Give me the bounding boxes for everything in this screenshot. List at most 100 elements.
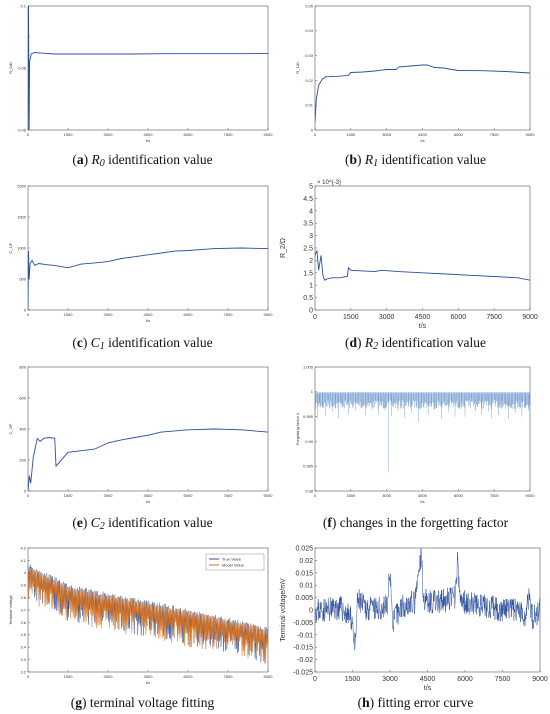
x-tick-label: 0 xyxy=(314,493,317,498)
caption-h: (h) fitting error curve xyxy=(357,695,474,710)
x-axis-label: t/s xyxy=(419,323,427,330)
y-axis-label: R_1/Ω xyxy=(295,62,300,73)
x-tick-label: 7500 xyxy=(224,132,234,137)
y-tick-label: 0.01 xyxy=(305,103,314,108)
x-axis-label: t/s xyxy=(420,499,424,504)
y-tick-label: 1500 xyxy=(17,214,27,219)
y-tick-label: 0.08 xyxy=(18,65,27,70)
x-tick-label: 7500 xyxy=(490,493,500,498)
legend-box xyxy=(205,553,265,571)
x-axis-label: t/s xyxy=(424,685,432,692)
y-tick-label: 1.5 xyxy=(303,270,313,277)
y-tick-label: 3.2 xyxy=(20,669,26,674)
y-axis-label: R_2/Ω xyxy=(280,238,287,258)
x-tick-label: 3000 xyxy=(104,493,114,498)
caption-g: (g) terminal voltage fitting xyxy=(70,695,215,710)
x-tick-label: 0 xyxy=(27,312,30,317)
x-tick-label: 0 xyxy=(27,674,30,679)
y-tick-label: 0.1 xyxy=(20,3,26,8)
x-tick-label: 4500 xyxy=(144,312,154,317)
x-tick-label: 3000 xyxy=(382,132,392,137)
y-tick-label: 0 xyxy=(309,607,313,614)
y-axis-label: R_0/Ω xyxy=(8,62,13,73)
y-tick-label: 0.995 xyxy=(303,414,314,419)
x-tick-label: 9000 xyxy=(264,493,274,498)
y-tick-label: 3.3 xyxy=(20,657,26,662)
y-tick-label: 3.9 xyxy=(20,583,26,588)
y-tick-label: 0.02 xyxy=(299,558,313,565)
x-tick-label: 4500 xyxy=(415,314,431,321)
x-tick-label: 7500 xyxy=(224,493,234,498)
x-tick-label: 9000 xyxy=(526,132,536,137)
y-tick-label: 4 xyxy=(309,208,313,215)
caption-b: (b) R1 identification value xyxy=(344,152,487,169)
series-line xyxy=(28,6,268,130)
chart-g: 0 1500 3000 4500 6000 7500 9000 3.2 3.3 3.4 3.5 3.6… xyxy=(8,545,273,685)
x-tick-label: 1500 xyxy=(64,493,74,498)
x-tick-label: 6000 xyxy=(454,132,464,137)
y-tick-label: 500 xyxy=(19,276,26,281)
y-tick-label: -0.02 xyxy=(297,657,313,664)
axis-multiplier: × 10^{-3} xyxy=(317,180,341,186)
x-tick-label: 3000 xyxy=(382,676,398,683)
caption-c: (c) C1 identification value xyxy=(72,335,213,352)
y-tick-label: 4.1 xyxy=(20,558,26,563)
chart-b: 0 1500 3000 4500 6000 7500 9000 0 0.01 0.02 0.03 0.… xyxy=(295,3,535,143)
y-tick-label: 0.025 xyxy=(295,545,313,552)
x-tick-label: 9000 xyxy=(522,314,538,321)
x-tick-label: 3000 xyxy=(104,312,114,317)
chart-a: 0 1500 3000 4500 6000 7500 9000 0.06 0.08 0.1 t/s R… xyxy=(8,3,273,143)
x-tick-label: 0 xyxy=(313,314,317,321)
y-tick-label: 1000 xyxy=(17,245,27,250)
x-tick-label: 7500 xyxy=(486,314,502,321)
y-tick-label: 0 xyxy=(24,307,27,312)
x-axis-label: t/s xyxy=(146,318,150,323)
y-axis-label: C_2/F xyxy=(8,423,13,434)
x-tick-label: 1500 xyxy=(346,132,356,137)
x-tick-label: 6000 xyxy=(457,676,473,683)
y-tick-label: 2 xyxy=(309,258,313,265)
x-tick-label: 1500 xyxy=(64,674,74,679)
y-axis-label: Terminal Voltage xyxy=(8,594,13,624)
x-tick-label: 6000 xyxy=(454,493,464,498)
y-axis-label: C_1/F xyxy=(8,242,13,253)
x-tick-label: 4500 xyxy=(144,132,154,137)
y-tick-label: 1 xyxy=(309,283,313,290)
x-tick-label: 0 xyxy=(314,132,317,137)
y-tick-label: 0.985 xyxy=(303,464,314,469)
y-tick-label: 1.005 xyxy=(303,364,314,369)
x-tick-label: 4500 xyxy=(144,493,154,498)
y-tick-label: 0 xyxy=(24,488,27,493)
plot-frame xyxy=(314,185,531,311)
x-tick-label: 6000 xyxy=(184,674,194,679)
y-tick-label: 3.5 xyxy=(303,221,313,228)
x-tick-label: 4500 xyxy=(418,132,428,137)
x-tick-label: 6000 xyxy=(184,132,194,137)
x-tick-label: 6000 xyxy=(184,312,194,317)
y-tick-label: 1 xyxy=(311,389,314,394)
x-tick-label: 0 xyxy=(27,132,30,137)
y-axis-label: Terminal voltage/mV xyxy=(280,578,287,642)
y-tick-label: -0.01 xyxy=(297,632,313,639)
plot-frame xyxy=(314,5,531,131)
x-tick-label: 9000 xyxy=(526,493,536,498)
y-tick-label: 0.03 xyxy=(305,53,314,58)
y-tick-label: 200 xyxy=(19,457,26,462)
y-tick-label: 0.04 xyxy=(305,28,314,33)
y-tick-label: 0.01 xyxy=(299,583,313,590)
x-tick-label: 9000 xyxy=(264,312,274,317)
y-tick-label: 4.5 xyxy=(303,196,313,203)
chart-c: 0 1500 3000 4500 6000 7500 9000 0 500 1000 1500 200… xyxy=(8,183,273,323)
x-tick-label: 1500 xyxy=(64,312,74,317)
series-line xyxy=(315,392,530,473)
x-tick-label: 3000 xyxy=(382,493,392,498)
plot-frame xyxy=(27,5,269,131)
y-tick-label: -0.015 xyxy=(293,645,313,652)
y-tick-label: 0.06 xyxy=(18,127,27,132)
x-tick-label: 7500 xyxy=(224,312,234,317)
x-tick-label: 1500 xyxy=(345,676,361,683)
y-tick-label: 3.4 xyxy=(20,645,26,650)
x-tick-label: 7500 xyxy=(490,132,500,137)
y-tick-label: 0.5 xyxy=(303,295,313,302)
